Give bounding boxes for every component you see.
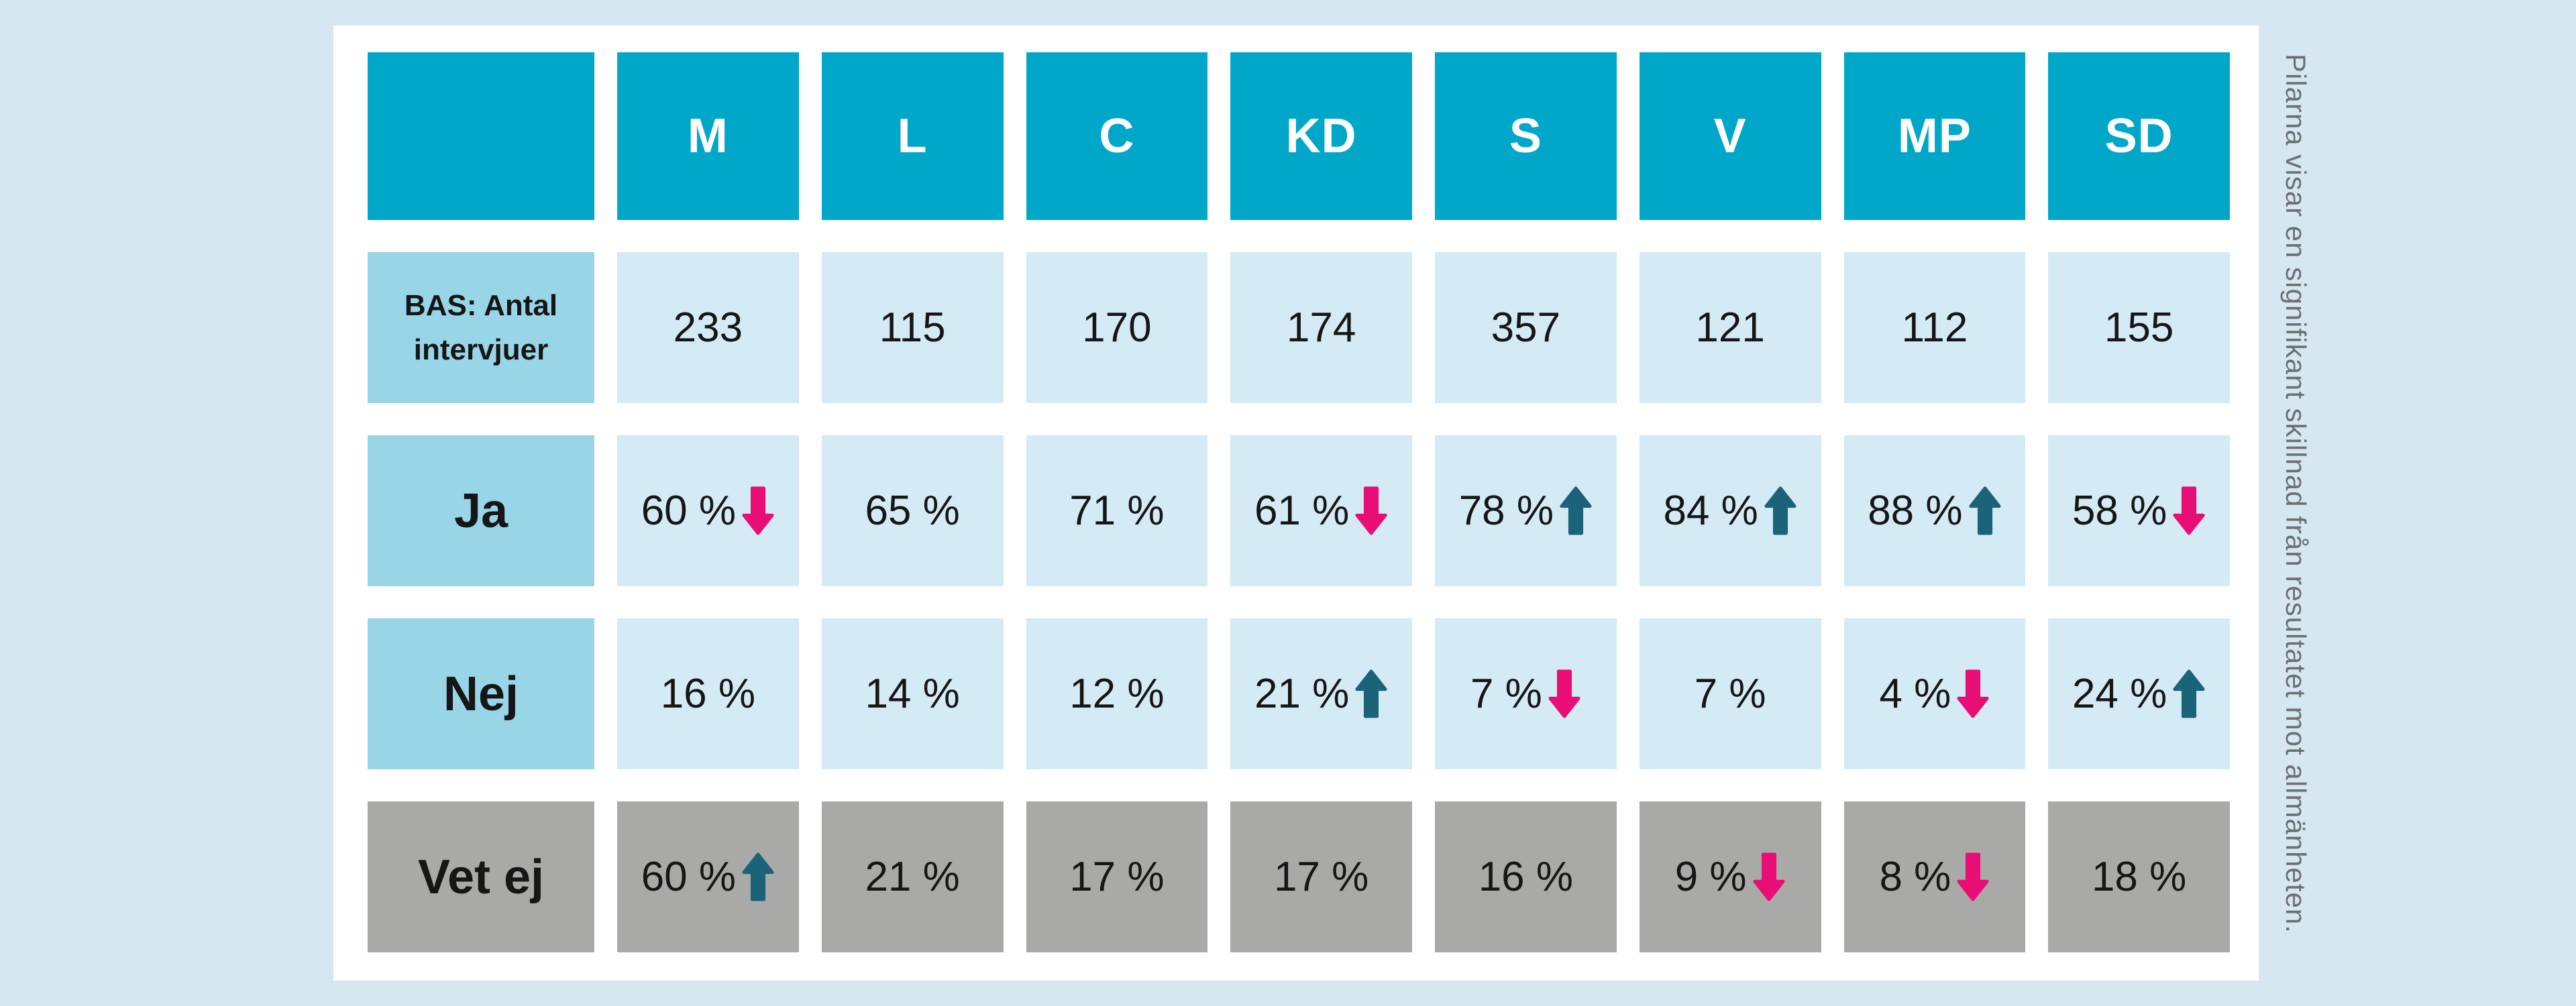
significance-arrow-icon [1548,669,1581,719]
cell-value: 357 [1491,304,1561,351]
cell-ja-v: 84 % [1639,435,1821,586]
cell-ja-c: 71 % [1026,435,1208,586]
cell-value: 17 % [1273,854,1369,900]
significance-arrow-icon [1956,669,1990,719]
cell-value: 88 % [1868,488,1963,534]
significance-arrow-icon [1752,852,1786,902]
cell-bas-m: 233 [617,252,799,403]
significance-arrow-icon [1354,669,1388,719]
row-label-ja: Ja [368,435,594,586]
column-header-s: S [1435,52,1617,220]
cell-ja-mp: 88 % [1843,435,2026,586]
cell-value: 71 % [1069,488,1165,534]
cell-value: 78 % [1458,488,1554,534]
cell-ja-s: 78 % [1435,435,1617,586]
results-table-panel: M L C KD S V MP SD BAS: Antal intervjuer… [333,25,2259,981]
cell-nej-sd: 24 % [2048,618,2230,769]
cell-nej-m: 16 % [617,618,799,769]
cell-vetej-m: 60 % [617,801,799,952]
column-header-kd: KD [1230,52,1412,220]
cell-vetej-s: 16 % [1435,801,1617,952]
cell-value: 14 % [865,671,960,717]
cell-vetej-l: 21 % [821,801,1004,952]
column-header-m: M [617,52,799,220]
cell-value: 16 % [660,671,756,717]
cell-value: 155 [2104,304,2174,351]
significance-arrow-icon [2172,486,2206,536]
cell-ja-kd: 61 % [1230,435,1412,586]
significance-arrow-icon [1968,486,2002,536]
significance-arrow-icon [1559,486,1593,536]
column-header-mp: MP [1843,52,2026,220]
significance-arrow-icon [1764,486,1797,536]
cell-bas-l: 115 [821,252,1004,403]
cell-value: 16 % [1478,854,1574,900]
cell-value: 12 % [1069,671,1165,717]
cell-value: 58 % [2072,488,2167,534]
cell-value: 17 % [1069,854,1165,900]
cell-bas-sd: 155 [2048,252,2230,403]
cell-bas-c: 170 [1026,252,1208,403]
cell-value: 174 [1286,304,1356,351]
significance-arrow-icon [1956,852,1990,902]
cell-value: 112 [1901,304,1968,351]
cell-bas-v: 121 [1639,252,1821,403]
significance-arrow-icon [741,486,775,536]
cell-value: 7 % [1694,671,1766,717]
cell-vetej-c: 17 % [1026,801,1208,952]
cell-nej-kd: 21 % [1230,618,1412,769]
significance-arrow-icon [1354,486,1388,536]
column-header-l: L [821,52,1004,220]
cell-bas-mp: 112 [1843,252,2026,403]
cell-nej-c: 12 % [1026,618,1208,769]
cell-bas-s: 357 [1435,252,1617,403]
cell-vetej-kd: 17 % [1230,801,1412,952]
row-label-nej: Nej [368,618,594,769]
cell-value: 18 % [2091,854,2187,900]
cell-vetej-v: 9 % [1639,801,1821,952]
cell-vetej-mp: 8 % [1843,801,2026,952]
row-label-vetej: Vet ej [368,801,594,952]
column-header-v: V [1639,52,1821,220]
cell-ja-sd: 58 % [2048,435,2230,586]
cell-ja-m: 60 % [617,435,799,586]
significance-arrow-icon [2172,669,2206,719]
cell-value: 21 % [1254,671,1350,717]
cell-vetej-sd: 18 % [2048,801,2230,952]
significance-arrow-icon [741,852,775,902]
cell-value: 170 [1082,304,1152,351]
significance-note: Pilarna visar en signifikant skillnad fr… [2280,54,2312,934]
cell-value: 121 [1695,304,1765,351]
table-corner-cell [368,52,594,220]
results-table: M L C KD S V MP SD BAS: Antal intervjuer… [368,52,2230,952]
cell-value: 7 % [1470,671,1542,717]
cell-value: 61 % [1254,488,1350,534]
cell-value: 65 % [865,488,960,534]
cell-value: 60 % [641,488,737,534]
cell-nej-l: 14 % [821,618,1004,769]
cell-nej-s: 7 % [1435,618,1617,769]
cell-value: 233 [673,304,743,351]
cell-bas-kd: 174 [1230,252,1412,403]
cell-value: 8 % [1879,854,1951,900]
cell-nej-mp: 4 % [1843,618,2026,769]
cell-value: 84 % [1663,488,1758,534]
cell-ja-l: 65 % [821,435,1004,586]
cell-value: 4 % [1879,671,1951,717]
cell-value: 115 [879,304,946,351]
cell-value: 21 % [865,854,960,900]
column-header-c: C [1026,52,1208,220]
cell-value: 24 % [2072,671,2167,717]
row-label-bas: BAS: Antal intervjuer [368,252,594,403]
cell-value: 9 % [1674,854,1747,900]
cell-value: 60 % [641,854,737,900]
column-header-sd: SD [2048,52,2230,220]
cell-nej-v: 7 % [1639,618,1821,769]
